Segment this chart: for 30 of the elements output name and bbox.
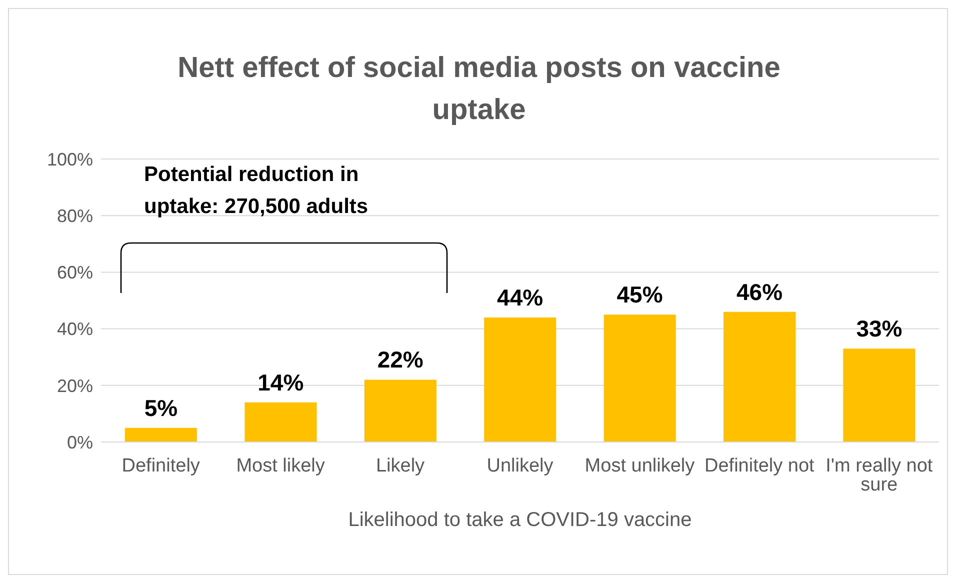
data-label: 44% xyxy=(497,284,544,310)
data-label: 5% xyxy=(144,394,178,421)
x-tick-label: Definitely not xyxy=(704,455,816,476)
data-label: 45% xyxy=(616,282,663,308)
bar xyxy=(364,380,436,442)
y-tick-label: 80% xyxy=(56,206,93,226)
bar xyxy=(484,317,556,442)
x-tick-label: Likely xyxy=(376,455,426,476)
x-tick-label: Most likely xyxy=(236,455,326,476)
x-tick-label: Unlikely xyxy=(486,455,554,476)
data-label: 33% xyxy=(856,316,902,342)
y-tick-label: 40% xyxy=(56,319,93,340)
bar xyxy=(124,428,197,442)
data-label: 46% xyxy=(736,278,783,305)
x-tick-label: I'm really not sure xyxy=(826,455,934,496)
annotation: Potential reduction in uptake: 270,500 adults xyxy=(144,162,370,220)
x-axis-title: Likelihood to take a COVID-19 vaccine xyxy=(348,509,692,531)
data-label: 22% xyxy=(377,346,424,373)
bar xyxy=(724,312,796,442)
x-tick-label: Most unlikely xyxy=(584,455,696,476)
chart-title: Nett effect of social media posts on vaccine uptake xyxy=(176,51,782,128)
y-tick-label: 20% xyxy=(56,376,93,396)
data-label: 14% xyxy=(258,369,304,396)
x-tick-label: Definitely xyxy=(122,455,200,476)
y-tick-label: 60% xyxy=(56,262,93,283)
y-tick-label: 0% xyxy=(66,432,93,452)
bar xyxy=(244,402,317,442)
y-tick-label: 100% xyxy=(46,149,93,170)
bar xyxy=(604,314,676,442)
bar xyxy=(843,348,916,442)
